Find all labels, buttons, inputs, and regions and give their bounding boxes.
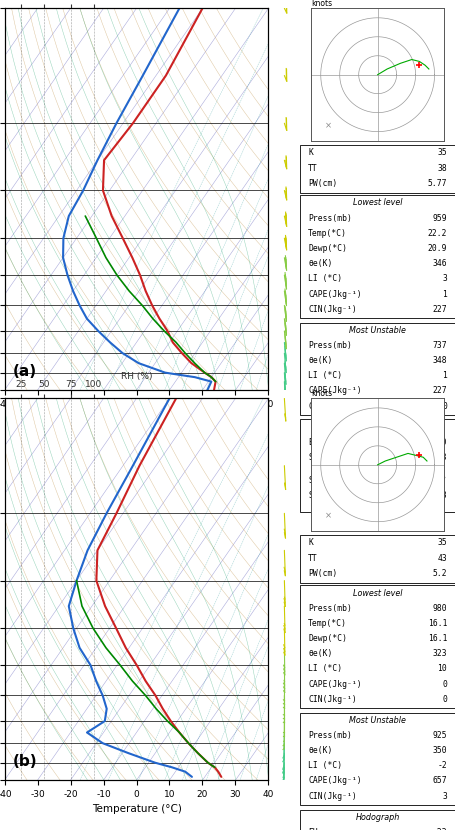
Text: Temp(*C): Temp(*C) <box>308 229 347 238</box>
Text: 5.2: 5.2 <box>433 569 447 578</box>
Text: 5.77: 5.77 <box>428 178 447 188</box>
Text: -2: -2 <box>438 761 447 770</box>
Text: CIN(Jkg⁻¹): CIN(Jkg⁻¹) <box>308 402 357 411</box>
Text: ×: × <box>324 511 332 520</box>
Bar <box>300 713 455 805</box>
Text: 43: 43 <box>438 554 447 563</box>
Text: 276°: 276° <box>428 476 447 485</box>
Text: 657: 657 <box>433 777 447 785</box>
Text: θe(K): θe(K) <box>308 649 333 658</box>
Text: knots: knots <box>311 388 332 398</box>
Text: CAPE(Jkg⁻¹): CAPE(Jkg⁻¹) <box>308 777 362 785</box>
Text: StmDir: StmDir <box>308 476 337 485</box>
Text: LI (*C): LI (*C) <box>308 761 342 770</box>
Text: 227: 227 <box>433 387 447 395</box>
Text: 22.2: 22.2 <box>428 229 447 238</box>
Text: 348: 348 <box>433 356 447 365</box>
Text: 16.1: 16.1 <box>428 634 447 643</box>
Text: Press(mb): Press(mb) <box>308 731 352 740</box>
X-axis label: RH (%): RH (%) <box>121 372 152 381</box>
Text: K: K <box>308 149 313 158</box>
Text: 16.1: 16.1 <box>428 619 447 628</box>
Text: CAPE(Jkg⁻¹): CAPE(Jkg⁻¹) <box>308 290 362 299</box>
Text: Press(mb): Press(mb) <box>308 341 352 349</box>
Text: 0: 0 <box>442 695 447 704</box>
Text: ×: × <box>324 121 332 129</box>
Text: Lowest level: Lowest level <box>353 198 402 208</box>
Text: CIN(Jkg⁻¹): CIN(Jkg⁻¹) <box>308 305 357 314</box>
Text: PW(cm): PW(cm) <box>308 569 337 578</box>
Text: 3: 3 <box>442 792 447 801</box>
Text: CIN(Jkg⁻¹): CIN(Jkg⁻¹) <box>308 695 357 704</box>
Text: -128: -128 <box>428 453 447 461</box>
Text: TT: TT <box>308 164 318 173</box>
Text: Dewp(*C): Dewp(*C) <box>308 634 347 643</box>
Text: Hodograph: Hodograph <box>355 422 400 432</box>
Bar <box>300 535 455 583</box>
Text: 980: 980 <box>433 603 447 613</box>
Text: -23: -23 <box>433 828 447 830</box>
Bar <box>300 145 455 193</box>
Text: 323: 323 <box>433 649 447 658</box>
Text: 925: 925 <box>433 731 447 740</box>
Text: 227: 227 <box>433 305 447 314</box>
Text: 10: 10 <box>438 665 447 673</box>
Bar <box>300 323 455 415</box>
Text: CAPE(Jkg⁻¹): CAPE(Jkg⁻¹) <box>308 387 362 395</box>
Text: θe(K): θe(K) <box>308 259 333 268</box>
Text: LI (*C): LI (*C) <box>308 275 342 283</box>
Text: Dewp(*C): Dewp(*C) <box>308 244 347 253</box>
X-axis label: Temperature (°C): Temperature (°C) <box>91 804 182 814</box>
Text: LI (*C): LI (*C) <box>308 371 342 380</box>
Text: 35: 35 <box>438 539 447 548</box>
Text: -300: -300 <box>428 437 447 447</box>
Text: Most Unstable: Most Unstable <box>349 715 406 725</box>
Text: θe(K): θe(K) <box>308 356 333 365</box>
Text: θe(K): θe(K) <box>308 746 333 755</box>
Text: (a): (a) <box>12 364 36 378</box>
Text: Most Unstable: Most Unstable <box>349 325 406 334</box>
Text: (b): (b) <box>12 754 37 769</box>
Text: Press(mb): Press(mb) <box>308 603 352 613</box>
Bar <box>300 809 455 830</box>
Text: 3: 3 <box>442 275 447 283</box>
Text: 959: 959 <box>433 213 447 222</box>
Text: Lowest level: Lowest level <box>353 588 402 598</box>
Bar <box>300 585 455 708</box>
Text: Temp(*C): Temp(*C) <box>308 619 347 628</box>
Text: Press(mb): Press(mb) <box>308 213 352 222</box>
Text: 20.9: 20.9 <box>428 244 447 253</box>
Text: SREH: SREH <box>308 453 328 461</box>
Text: K: K <box>308 539 313 548</box>
Text: StmSpd(kt): StmSpd(kt) <box>308 491 357 500</box>
Text: knots: knots <box>311 0 332 7</box>
Text: CIN(Jkg⁻¹): CIN(Jkg⁻¹) <box>308 792 357 801</box>
Text: 346: 346 <box>433 259 447 268</box>
Text: EH: EH <box>308 437 318 447</box>
Text: 1: 1 <box>442 290 447 299</box>
Text: 38: 38 <box>438 164 447 173</box>
Text: 1: 1 <box>442 371 447 380</box>
Text: 0: 0 <box>442 402 447 411</box>
Text: 35: 35 <box>438 149 447 158</box>
Bar <box>300 419 455 512</box>
Bar <box>300 195 455 318</box>
Text: LI (*C): LI (*C) <box>308 665 342 673</box>
Text: 0: 0 <box>442 680 447 689</box>
Text: CAPE(Jkg⁻¹): CAPE(Jkg⁻¹) <box>308 680 362 689</box>
Text: Hodograph: Hodograph <box>355 813 400 822</box>
Text: 350: 350 <box>433 746 447 755</box>
Text: 33: 33 <box>438 491 447 500</box>
Text: PW(cm): PW(cm) <box>308 178 337 188</box>
Text: TT: TT <box>308 554 318 563</box>
Text: EH: EH <box>308 828 318 830</box>
Text: 737: 737 <box>433 341 447 349</box>
